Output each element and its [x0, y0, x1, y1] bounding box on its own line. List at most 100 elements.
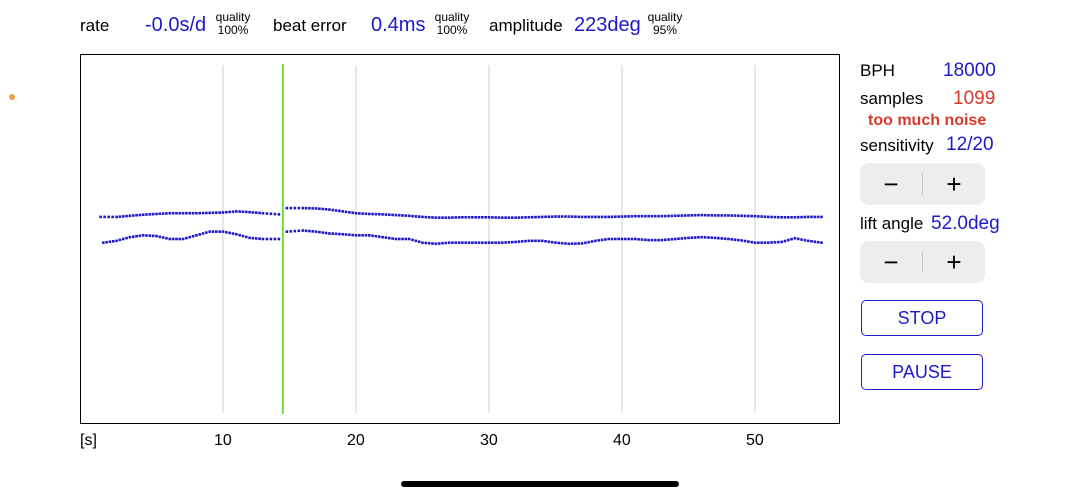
lift-angle-decrease-button[interactable]: − [883, 246, 899, 277]
sensitivity-stepper: − + [860, 163, 985, 205]
home-indicator[interactable] [401, 481, 679, 487]
data-point [168, 211, 172, 215]
data-point [524, 216, 527, 219]
bph-value[interactable]: 18000 [943, 60, 996, 81]
lift-angle-value[interactable]: 52.0deg [931, 213, 1000, 234]
data-point [235, 232, 238, 236]
data-point [447, 216, 451, 219]
data-point [314, 207, 318, 210]
data-point [740, 214, 743, 218]
lift-angle-increase-button[interactable]: + [946, 246, 962, 277]
data-point [441, 241, 444, 245]
data-point [269, 212, 273, 216]
rate-label: rate [80, 16, 110, 35]
data-point [530, 215, 534, 219]
data-point [667, 214, 670, 218]
data-point [228, 231, 231, 235]
data-point [750, 240, 753, 244]
data-point [757, 215, 760, 218]
data-point [481, 215, 484, 219]
data-point [537, 215, 541, 219]
data-point [318, 207, 321, 211]
data-point [514, 240, 517, 244]
data-point [820, 241, 823, 244]
data-point [594, 215, 597, 219]
data-point [215, 211, 218, 214]
x-tick-label: 50 [746, 432, 764, 449]
data-point [328, 208, 331, 211]
data-point [175, 237, 178, 241]
data-point [437, 216, 441, 219]
data-point [221, 230, 225, 233]
x-tick-label: 10 [214, 432, 232, 449]
data-point [181, 237, 185, 241]
data-point [796, 237, 800, 241]
data-point [510, 240, 514, 244]
data-point [424, 241, 428, 245]
data-point [301, 206, 305, 210]
data-point [321, 207, 325, 211]
data-point [587, 215, 591, 219]
data-point [703, 213, 707, 217]
data-point [710, 214, 714, 217]
data-point [584, 215, 587, 219]
data-point [308, 229, 311, 233]
data-point [700, 213, 704, 217]
data-point [195, 211, 198, 215]
data-point [185, 236, 188, 240]
data-point [407, 214, 411, 218]
data-point [803, 215, 807, 219]
data-point [341, 232, 344, 236]
x-tick-label: 40 [613, 432, 631, 449]
data-point [624, 215, 627, 218]
data-point [231, 232, 235, 235]
data-point [334, 232, 338, 236]
data-point [258, 211, 261, 215]
data-point [630, 214, 634, 218]
data-point [501, 241, 504, 244]
data-point [131, 214, 135, 217]
data-point [394, 237, 398, 241]
data-point [803, 238, 807, 242]
data-point [570, 242, 574, 245]
data-point [713, 236, 717, 240]
data-point [474, 215, 477, 219]
data-point [534, 215, 537, 219]
data-point [304, 206, 308, 210]
data-point [107, 215, 110, 219]
stepper-divider [922, 173, 923, 195]
data-point [600, 238, 604, 242]
data-point [191, 211, 195, 215]
pause-button[interactable]: PAUSE [861, 354, 983, 390]
data-point [251, 211, 255, 214]
data-point [151, 212, 155, 216]
sensitivity-increase-button[interactable]: + [946, 168, 962, 199]
data-point [424, 215, 428, 219]
data-point [487, 241, 491, 244]
data-point [238, 210, 241, 213]
data-point [743, 239, 747, 243]
data-point [597, 215, 601, 219]
beat-error-quality: quality 100% [431, 11, 473, 37]
data-point [128, 235, 132, 239]
data-point [324, 207, 328, 211]
data-point [743, 214, 747, 218]
data-point [673, 237, 677, 241]
samples-label: samples [860, 89, 924, 108]
data-point [780, 215, 783, 219]
data-point [121, 237, 125, 241]
data-point [434, 242, 438, 246]
data-point [657, 214, 660, 218]
data-point [733, 214, 737, 217]
stop-button[interactable]: STOP [861, 300, 983, 336]
rate-quality-label: quality [215, 10, 251, 24]
data-point [328, 232, 331, 235]
data-point [517, 240, 521, 243]
data-point [135, 213, 138, 217]
sensitivity-decrease-button[interactable]: − [883, 168, 899, 199]
data-point [454, 216, 458, 219]
data-point [228, 210, 231, 214]
amplitude-quality-value: 95% [652, 23, 678, 37]
data-point [261, 211, 265, 215]
data-point [135, 234, 138, 238]
